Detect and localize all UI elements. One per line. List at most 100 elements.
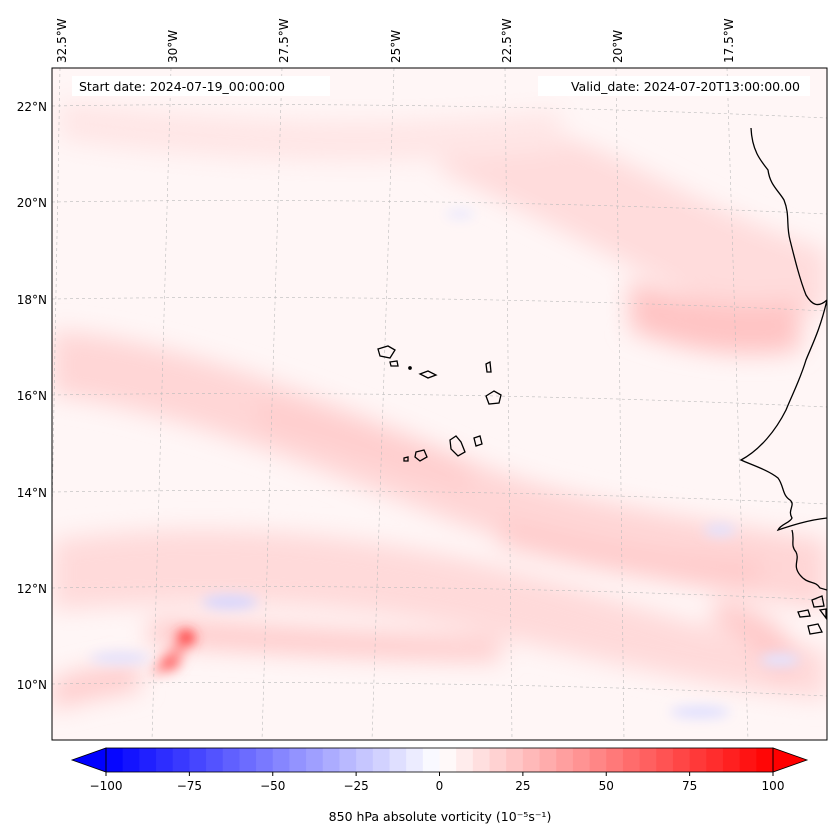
colorbar-cell	[439, 748, 457, 772]
colorbar-cell	[722, 748, 741, 772]
lat-label-12n: 12°N	[17, 582, 47, 596]
africa-coastline	[739, 299, 827, 532]
colorbar-cell	[122, 748, 140, 772]
colorbar-cell	[639, 748, 657, 772]
colorbar-cell	[289, 748, 307, 772]
colorbar-cell	[422, 748, 440, 772]
colorbar-cell	[606, 748, 624, 772]
meridian-line	[615, 68, 625, 740]
colorbar-cell	[356, 748, 374, 772]
lat-label-22n: 22°N	[17, 100, 47, 114]
colorbar-cell	[406, 748, 424, 772]
colorbar-cell	[739, 748, 757, 772]
colorbar-cell	[339, 748, 357, 772]
lon-label-17-5w: 17.5°W	[722, 18, 736, 63]
guinea-coast	[791, 529, 827, 591]
parallel-line	[52, 393, 827, 408]
parallel-line	[52, 200, 827, 215]
colorbar-cell	[572, 748, 591, 772]
sahara-coastline	[750, 127, 827, 306]
colorbar-label: 850 hPa absolute vorticity (10⁻⁵s⁻¹)	[329, 809, 552, 824]
lon-label-25w: 25°W	[389, 30, 403, 63]
parallel-line	[52, 682, 827, 697]
colorbar-cells	[106, 748, 774, 772]
land-outlines	[377, 127, 827, 635]
colorbar-cell	[622, 748, 641, 772]
colorbar-cell	[689, 748, 707, 772]
lat-label-18n: 18°N	[17, 293, 47, 307]
colorbar: −100 −75 −50 −25 0 25 50 75 100 850 hPa absolute…	[70, 747, 809, 824]
colorbar-tick-label: −100	[90, 779, 123, 793]
lat-label-10n: 10°N	[17, 678, 47, 692]
valid-date-text: Valid_date: 2024-07-20T13:00:00.00	[571, 79, 800, 94]
cape-verde-brava	[403, 456, 409, 462]
colorbar-tick-label: −25	[343, 779, 368, 793]
colorbar-cell	[656, 748, 674, 772]
cape-verde-santiago	[449, 435, 466, 457]
colorbar-cell	[306, 748, 324, 772]
lat-label-14n: 14°N	[17, 486, 47, 500]
colorbar-ticks: −100 −75 −50 −25 0 25 50 75 100	[90, 772, 785, 793]
bijagos-islands	[797, 595, 827, 635]
cape-verde-maio	[473, 435, 483, 447]
colorbar-cell	[456, 748, 474, 772]
cape-verde-sao-nicolau	[418, 370, 438, 379]
colorbar-cell	[322, 748, 340, 772]
colorbar-cell	[589, 748, 607, 772]
valid-date-box	[538, 76, 810, 96]
negative-vorticity-patches	[90, 210, 800, 718]
cape-verde-santa-luzia	[408, 366, 412, 370]
parallel-line	[52, 297, 827, 312]
lat-label-20n: 20°N	[17, 196, 47, 210]
lon-label-30w: 30°W	[166, 30, 180, 63]
meridian-line	[151, 68, 172, 740]
meridian-line	[371, 68, 395, 740]
colorbar-cell	[472, 748, 491, 772]
map-panel: Start date: 2024-07-19_00:00:00 Valid_da…	[51, 67, 828, 741]
colorbar-cell	[239, 748, 257, 772]
colorbar-cell	[672, 748, 691, 772]
lon-label-22-5w: 22.5°W	[500, 18, 514, 63]
cape-verde-boa-vista	[485, 390, 502, 405]
colorbar-tick-label: 0	[436, 779, 444, 793]
graticule	[52, 68, 827, 740]
lon-label-32-5w: 32.5°W	[55, 18, 69, 63]
start-date-box	[72, 76, 330, 96]
colorbar-cell	[539, 748, 557, 772]
colorbar-cell	[706, 748, 724, 772]
vorticity-field	[52, 100, 827, 718]
parallel-line	[52, 490, 827, 505]
colorbar-tick-label: −75	[177, 779, 202, 793]
colorbar-cell	[156, 748, 174, 772]
cape-verde-sal	[485, 360, 492, 373]
colorbar-cell	[106, 748, 124, 772]
parallel-line	[52, 586, 827, 601]
vorticity-maximum	[150, 630, 195, 675]
colorbar-cell	[272, 748, 290, 772]
start-date-text: Start date: 2024-07-19_00:00:00	[79, 79, 285, 94]
lon-label-20w: 20°W	[611, 30, 625, 63]
colorbar-cell	[172, 748, 190, 772]
colorbar-tick-label: 25	[515, 779, 530, 793]
colorbar-cell	[372, 748, 390, 772]
lon-label-27-5w: 27.5°W	[277, 18, 291, 63]
colorbar-cell	[522, 748, 541, 772]
colorbar-tick-label: 100	[762, 779, 785, 793]
cape-verde-fogo	[414, 449, 428, 462]
map-frame	[51, 67, 828, 741]
cape-verde-santo-antao	[377, 345, 396, 359]
colorbar-cell	[206, 748, 224, 772]
meridian-line	[726, 68, 749, 740]
meridian-line	[504, 68, 513, 740]
longitude-labels: 32.5°W 30°W 27.5°W 25°W 22.5°W 20°W 17.5…	[55, 18, 736, 63]
lat-label-16n: 16°N	[17, 389, 47, 403]
colorbar-cell	[389, 748, 407, 772]
colorbar-tick-label: −50	[260, 779, 285, 793]
colorbar-cell	[506, 748, 524, 772]
colorbar-min-extend	[70, 747, 107, 773]
colorbar-cell	[256, 748, 274, 772]
latitude-labels: 22°N 20°N 18°N 16°N 14°N 12°N 10°N	[17, 100, 47, 692]
meridian-line	[52, 68, 61, 533]
colorbar-cell	[489, 748, 507, 772]
